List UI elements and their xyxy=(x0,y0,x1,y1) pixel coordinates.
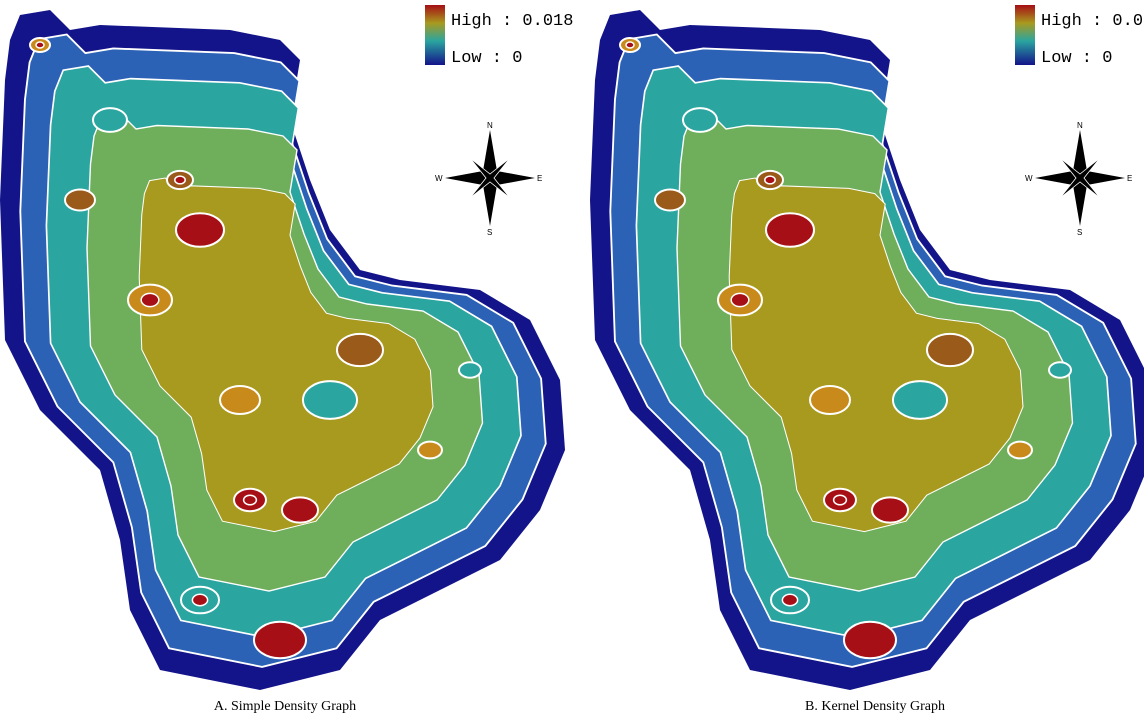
density-spot xyxy=(192,594,207,605)
density-spot xyxy=(337,334,383,366)
legend-ramp xyxy=(425,5,445,65)
compass-s: S xyxy=(1077,228,1082,237)
density-spot xyxy=(766,213,814,247)
compass: N E S W xyxy=(435,121,542,237)
density-spot xyxy=(872,497,908,522)
legend-high: High : 0.0213 xyxy=(1041,12,1144,31)
compass: N E S W xyxy=(1025,121,1132,237)
density-spot xyxy=(1008,442,1032,459)
density-spot xyxy=(731,293,749,306)
density-spot xyxy=(141,293,159,306)
density-spot xyxy=(36,42,44,48)
density-spot xyxy=(254,622,306,658)
density-spot xyxy=(303,381,357,419)
caption: B. Kernel Density Graph xyxy=(805,699,945,714)
density-spot xyxy=(418,442,442,459)
map-panel: High : 0.0213 Low : 0 N E S W B. Kernel Densit… xyxy=(590,5,1144,714)
density-spot xyxy=(220,386,260,414)
density-spot xyxy=(65,190,95,211)
compass-e: E xyxy=(537,174,542,183)
legend-low: Low : 0 xyxy=(451,49,522,68)
density-spot xyxy=(927,334,973,366)
density-spot xyxy=(810,386,850,414)
density-spot xyxy=(282,497,318,522)
compass-w: W xyxy=(1025,174,1033,183)
legend-low: Low : 0 xyxy=(1041,49,1112,68)
caption: A. Simple Density Graph xyxy=(214,699,356,714)
legend-ramp xyxy=(1015,5,1035,65)
compass-w: W xyxy=(435,174,443,183)
maps: High : 0.018 Low : 0 N E S W A. Simple Density… xyxy=(0,0,1144,718)
compass-s: S xyxy=(487,228,492,237)
page: High : 0.018 Low : 0 N E S W A. Simple Density… xyxy=(0,0,1144,718)
map-panel: High : 0.018 Low : 0 N E S W A. Simple Density… xyxy=(0,5,573,714)
density-spot xyxy=(175,176,185,184)
density-spot xyxy=(626,42,634,48)
density-spot xyxy=(244,495,257,505)
density-spot xyxy=(93,108,127,132)
density-spot xyxy=(765,176,775,184)
density-spot xyxy=(176,213,224,247)
density-spot xyxy=(834,495,847,505)
density-spot xyxy=(1049,362,1071,377)
density-spot xyxy=(655,190,685,211)
density-spot xyxy=(893,381,947,419)
legend-high: High : 0.018 xyxy=(451,12,573,31)
density-spot xyxy=(683,108,717,132)
compass-e: E xyxy=(1127,174,1132,183)
compass-n: N xyxy=(487,121,493,130)
density-spot xyxy=(844,622,896,658)
density-spot xyxy=(782,594,797,605)
compass-n: N xyxy=(1077,121,1083,130)
density-spot xyxy=(459,362,481,377)
